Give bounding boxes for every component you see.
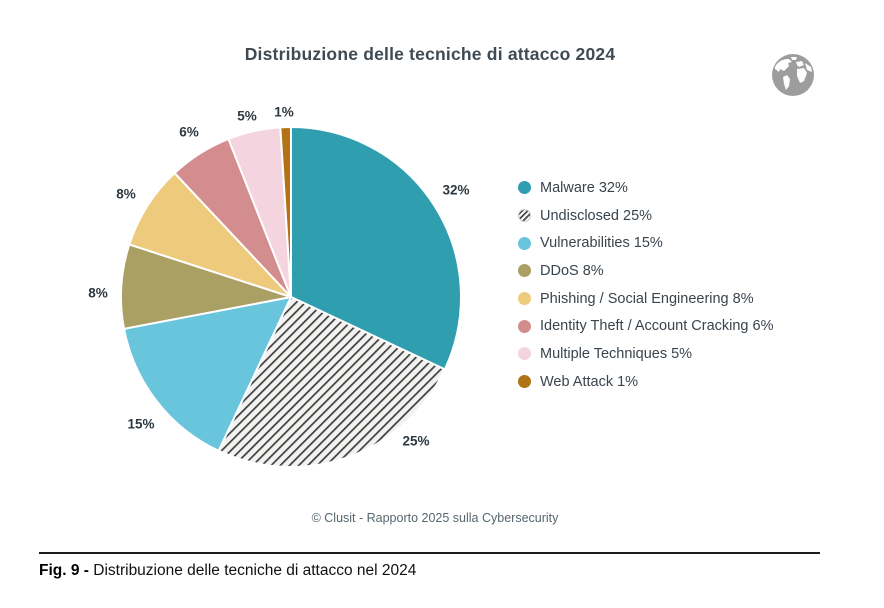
legend-label: Malware 32%	[540, 179, 628, 196]
legend-item-vulnerabilities: Vulnerabilities 15%	[518, 229, 773, 257]
pie-value-label-undisclosed: 25%	[402, 434, 429, 449]
color-swatch-icon	[518, 236, 531, 250]
color-swatch-icon	[518, 181, 531, 195]
figure-caption-text: Distribuzione delle tecniche di attacco …	[93, 562, 417, 579]
pie-value-label-malware: 32%	[442, 183, 469, 198]
legend-label: Multiple Techniques 5%	[540, 345, 693, 362]
pie-slice-vulnerabilities	[123, 296, 292, 452]
legend-label: Undisclosed 25%	[540, 207, 653, 224]
pie-value-label-identity-theft-account-cracking: 6%	[179, 125, 199, 140]
pie-value-label-phishing-social-engineering: 8%	[116, 187, 136, 202]
figure-number-label: Fig. 9 -	[39, 562, 89, 579]
figure-caption: Fig. 9 - Distribuzione delle tecniche di…	[39, 562, 416, 580]
globe-icon	[772, 54, 814, 96]
pie-value-label-multiple-techniques: 5%	[237, 109, 257, 124]
pie-slice-malware	[290, 126, 462, 371]
chart-title: Distribuzione delle tecniche di attacco …	[244, 44, 616, 64]
legend-item-undisclosed: Undisclosed 25%	[518, 202, 773, 230]
source-caption: © Clusit - Rapporto 2025 sulla Cybersecu…	[311, 511, 559, 525]
color-swatch-icon	[518, 375, 531, 389]
pie-value-label-vulnerabilities: 15%	[127, 417, 154, 432]
color-swatch-icon	[518, 347, 531, 361]
legend-item-malware: Malware 32%	[518, 174, 773, 202]
legend-label: Phishing / Social Engineering 8%	[540, 290, 754, 307]
pie-slice-undisclosed	[217, 296, 446, 468]
legend-label: Vulnerabilities 15%	[540, 235, 663, 252]
color-swatch-icon	[518, 319, 531, 333]
legend-label: DDoS 8%	[540, 262, 604, 279]
pie-value-label-web-attack: 1%	[274, 105, 294, 120]
hatched-swatch-icon	[518, 209, 531, 223]
legend-label: Web Attack 1%	[540, 373, 639, 390]
chart-legend: Malware 32% Undisclosed 25% Vulnerabilitie…	[518, 174, 773, 396]
legend-item-multiple-techniques: Multiple Techniques 5%	[518, 340, 773, 368]
color-swatch-icon	[518, 264, 531, 278]
legend-item-identity-theft-account-cracking: Identity Theft / Account Cracking 6%	[518, 312, 773, 340]
pie-value-label-ddos: 8%	[88, 286, 108, 301]
color-swatch-icon	[518, 292, 531, 306]
legend-item-ddos: DDoS 8%	[518, 257, 773, 285]
legend-label: Identity Theft / Account Cracking 6%	[540, 318, 774, 335]
figure-divider	[39, 552, 820, 554]
legend-item-phishing-social-engineering: Phishing / Social Engineering 8%	[518, 285, 773, 313]
pie-slice-web-attack	[279, 126, 292, 298]
legend-item-web-attack: Web Attack 1%	[518, 368, 773, 396]
